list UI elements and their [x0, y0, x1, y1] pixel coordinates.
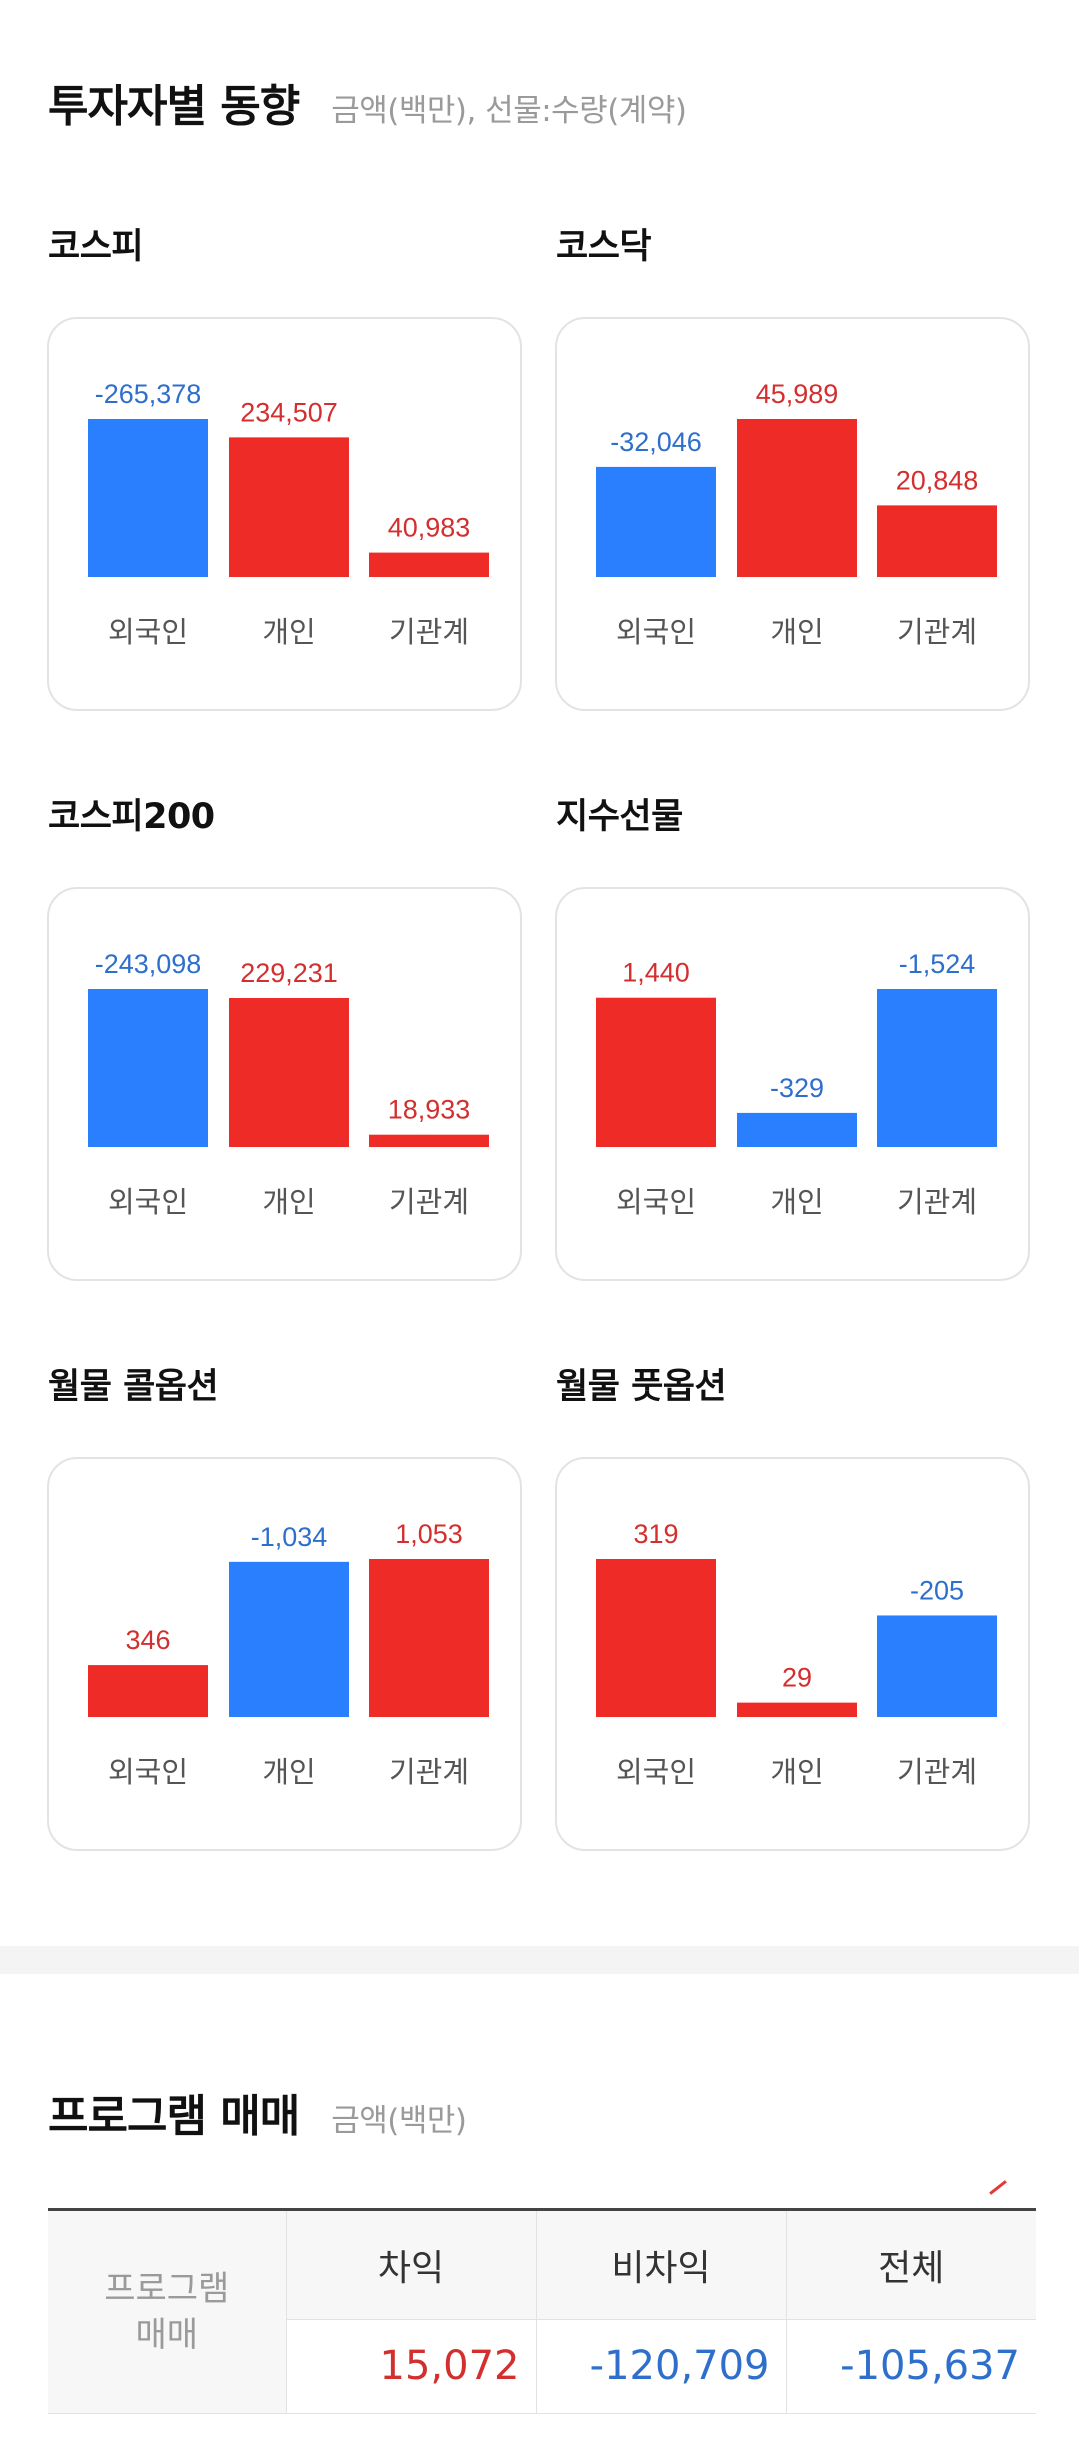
- data-label-cat-foreigner: 1,440: [622, 958, 690, 988]
- category-label-cat-foreigner: 외국인: [108, 1755, 188, 1789]
- bar-cat-foreigner: [88, 989, 208, 1147]
- data-label-cat-individual: 234,507: [240, 397, 338, 427]
- category-label-cat-foreigner: 외국인: [616, 615, 696, 649]
- investor-section-title: 투자자별 동향: [48, 81, 300, 132]
- data-label-cat-foreigner: -243,098: [95, 949, 202, 979]
- data-label-cat-individual: -1,034: [251, 1522, 328, 1552]
- corner-mark-icon: [989, 2180, 1007, 2195]
- data-label-cat-foreigner: 346: [125, 1625, 170, 1655]
- chart-title-monthly-put: 월물 풋옵션: [556, 1367, 727, 1407]
- category-label-cat-institution: 기관계: [897, 615, 977, 649]
- data-label-cat-institution: -1,524: [899, 949, 976, 979]
- category-label-cat-individual: 개인: [262, 1755, 315, 1789]
- data-label-cat-institution: 1,053: [395, 1519, 463, 1549]
- chart-card-kospi200[interactable]: -243,098 외국인 229,231 개인 18,933 기관계: [47, 887, 522, 1281]
- col-header-non-arbitrage: 비차익: [536, 2211, 787, 2320]
- category-label-cat-individual: 개인: [770, 1185, 823, 1219]
- chart-title-kospi200: 코스피200: [48, 797, 215, 837]
- chart-card-kosdaq[interactable]: -32,046 외국인 45,989 개인 20,848 기관계: [555, 317, 1030, 711]
- chart-card-index-futures[interactable]: 1,440 외국인 -329 개인 -1,524 기관계: [555, 887, 1030, 1281]
- category-label-cat-foreigner: 외국인: [616, 1755, 696, 1789]
- chart-title-index-futures: 지수선물: [556, 797, 683, 837]
- investor-section-subtitle: 금액(백만), 선물:수량(계약): [331, 93, 687, 129]
- bar-cat-institution: [369, 552, 489, 577]
- chart-card-monthly-put[interactable]: 319 외국인 29 개인 -205 기관계: [555, 1457, 1030, 1851]
- chart-card-kospi[interactable]: -265,378 외국인 234,507 개인 40,983 기관계: [47, 317, 522, 711]
- bar-cat-individual: [737, 1702, 857, 1717]
- data-label-cat-institution: 20,848: [896, 465, 979, 495]
- value-arbitrage: 15,072: [286, 2319, 537, 2414]
- category-label-cat-foreigner: 외국인: [616, 1185, 696, 1219]
- data-label-cat-institution: 18,933: [388, 1095, 471, 1125]
- bar-cat-foreigner: [88, 1665, 208, 1717]
- data-label-cat-individual: 229,231: [240, 958, 338, 988]
- category-label-cat-individual: 개인: [770, 615, 823, 649]
- program-row-header-label: 프로그램 매매: [104, 2268, 230, 2355]
- bar-cat-foreigner: [88, 419, 208, 577]
- category-label-cat-individual: 개인: [262, 1185, 315, 1219]
- bar-cat-individual: [737, 1112, 857, 1147]
- program-section-title: 프로그램 매매: [48, 2091, 300, 2142]
- data-label-cat-individual: -329: [770, 1073, 824, 1103]
- value-total: -105,637: [786, 2319, 1036, 2414]
- bar-cat-individual: [229, 998, 349, 1147]
- category-label-cat-institution: 기관계: [897, 1185, 977, 1219]
- bar-cat-foreigner: [596, 466, 716, 577]
- bar-cat-foreigner: [596, 997, 716, 1147]
- category-label-cat-foreigner: 외국인: [108, 615, 188, 649]
- bar-cat-institution: [877, 505, 997, 577]
- bar-cat-institution: [369, 1559, 489, 1717]
- data-label-cat-foreigner: -32,046: [610, 427, 702, 457]
- program-row-header: 프로그램 매매: [48, 2211, 287, 2414]
- data-label-cat-institution: -205: [910, 1575, 964, 1605]
- bar-cat-institution: [877, 989, 997, 1147]
- col-header-total: 전체: [786, 2211, 1036, 2320]
- program-trading-table: 프로그램 매매 차익 비차익 전체 15,072 -120,709 -105,6…: [48, 2208, 1036, 2414]
- data-label-cat-institution: 40,983: [388, 513, 471, 543]
- category-label-cat-institution: 기관계: [897, 1755, 977, 1789]
- chart-title-kospi: 코스피: [48, 227, 144, 267]
- chart-title-monthly-call: 월물 콜옵션: [48, 1367, 219, 1407]
- section-divider: [0, 1946, 1079, 1974]
- bar-cat-foreigner: [596, 1559, 716, 1717]
- data-label-cat-individual: 45,989: [756, 379, 839, 409]
- bar-cat-individual: [229, 1561, 349, 1717]
- category-label-cat-individual: 개인: [262, 615, 315, 649]
- program-section-subtitle: 금액(백만): [331, 2103, 467, 2139]
- bar-cat-individual: [229, 437, 349, 577]
- data-label-cat-foreigner: 319: [633, 1519, 678, 1549]
- data-label-cat-individual: 29: [782, 1663, 812, 1693]
- value-non-arbitrage: -120,709: [536, 2319, 787, 2414]
- chart-card-monthly-call[interactable]: 346 외국인 -1,034 개인 1,053 기관계: [47, 1457, 522, 1851]
- col-header-arbitrage: 차익: [286, 2211, 537, 2320]
- data-label-cat-foreigner: -265,378: [95, 379, 202, 409]
- category-label-cat-foreigner: 외국인: [108, 1185, 188, 1219]
- investor-section-header: 투자자별 동향 금액(백만), 선물:수량(계약): [48, 70, 687, 134]
- bar-cat-individual: [737, 419, 857, 577]
- chart-title-kosdaq: 코스닥: [556, 227, 652, 267]
- program-section-header: 프로그램 매매 금액(백만): [48, 2080, 467, 2144]
- category-label-cat-individual: 개인: [770, 1755, 823, 1789]
- category-label-cat-institution: 기관계: [389, 615, 469, 649]
- category-label-cat-institution: 기관계: [389, 1755, 469, 1789]
- bar-cat-institution: [877, 1615, 997, 1717]
- bar-cat-institution: [369, 1134, 489, 1147]
- category-label-cat-institution: 기관계: [389, 1185, 469, 1219]
